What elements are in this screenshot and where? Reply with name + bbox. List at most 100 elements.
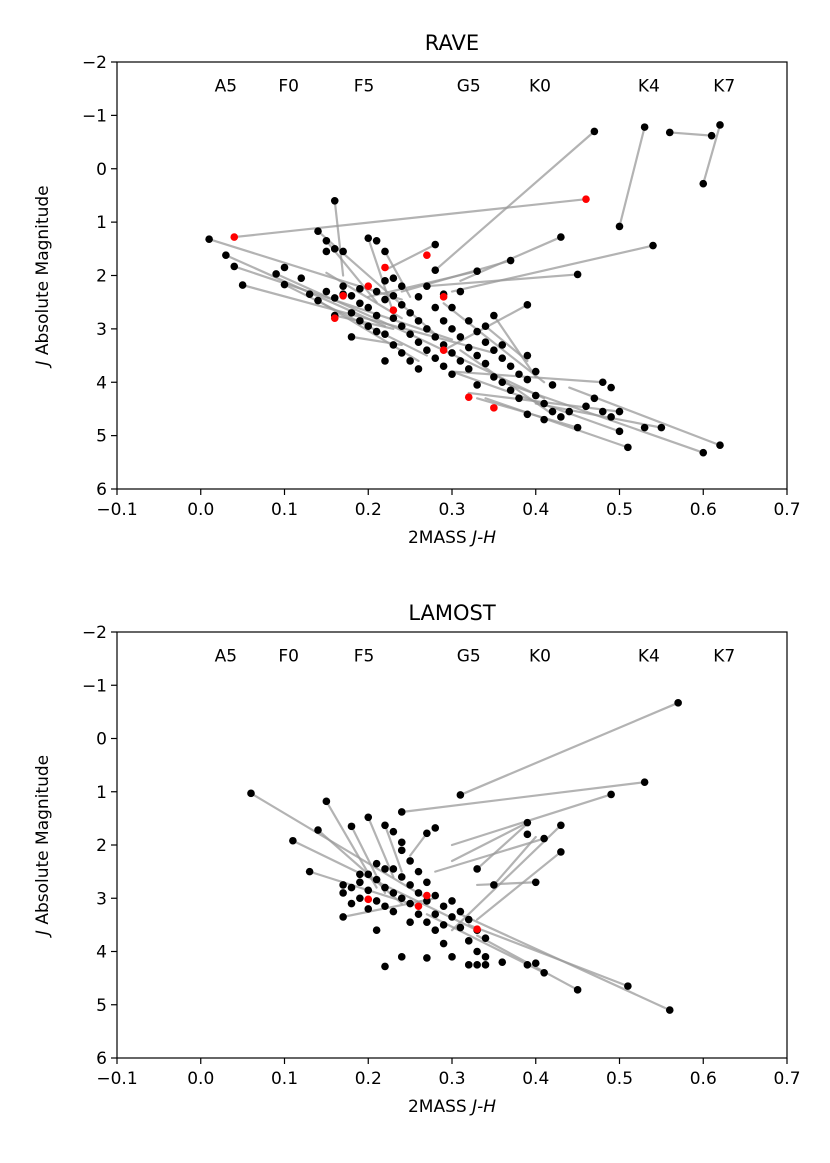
data-point <box>640 123 649 131</box>
y-axis-label-variable: J <box>33 930 53 938</box>
data-point <box>397 873 406 881</box>
x-tick-label: 0.2 <box>355 500 382 520</box>
data-point <box>557 413 565 421</box>
data-point <box>464 937 473 945</box>
data-point <box>464 317 473 325</box>
connector-line <box>342 897 437 918</box>
connector-line <box>409 333 546 400</box>
data-point <box>356 878 364 887</box>
data-point <box>314 227 322 235</box>
data-point <box>590 127 599 136</box>
data-point <box>347 899 356 908</box>
highlight-point <box>423 251 431 260</box>
x-tick-label: 0.0 <box>187 500 214 520</box>
highlight-point <box>381 263 389 272</box>
y-tick-label: 6 <box>96 480 107 500</box>
data-point <box>372 237 381 245</box>
data-point <box>381 883 389 892</box>
data-point <box>372 926 381 934</box>
x-tick-label: 0.6 <box>690 500 717 520</box>
data-point <box>649 241 657 250</box>
data-point <box>372 287 381 296</box>
data-point <box>305 290 314 298</box>
data-point <box>439 362 448 371</box>
connector-line <box>668 131 713 137</box>
chart-title: RAVE <box>425 31 479 55</box>
data-point <box>540 969 548 977</box>
data-point <box>565 407 574 416</box>
x-tick-label: 0.5 <box>606 500 633 520</box>
data-point <box>523 830 532 839</box>
data-point <box>481 953 490 961</box>
data-point <box>464 365 473 373</box>
data-point <box>397 322 406 331</box>
highlight-point <box>423 891 431 900</box>
data-point <box>397 808 406 816</box>
data-point <box>381 865 389 873</box>
y-tick-label: 1 <box>96 783 107 803</box>
x-tick-label: 0.3 <box>438 500 465 520</box>
data-point <box>364 886 373 895</box>
data-point <box>414 889 423 897</box>
data-point <box>716 121 724 129</box>
data-point <box>356 285 364 293</box>
connector-line <box>383 250 412 298</box>
y-tick-label: −1 <box>82 106 107 126</box>
connector-line <box>459 349 554 416</box>
data-point <box>531 959 540 968</box>
data-point <box>481 322 490 331</box>
data-point <box>448 325 456 333</box>
data-point <box>297 274 306 282</box>
y-tick-label: 3 <box>96 320 107 340</box>
data-point <box>339 282 347 290</box>
data-point <box>473 865 481 873</box>
data-point <box>314 296 322 305</box>
data-point <box>381 277 389 285</box>
data-point <box>699 448 708 457</box>
data-point <box>523 375 532 384</box>
y-tick-label: 2 <box>96 267 107 287</box>
data-point <box>590 394 599 403</box>
data-point <box>389 274 398 282</box>
data-point <box>406 881 414 889</box>
data-point <box>389 314 398 323</box>
data-point <box>473 267 481 276</box>
data-point <box>498 958 507 966</box>
data-point <box>448 913 456 921</box>
y-tick-label: 2 <box>96 836 107 856</box>
y-tick-label: 3 <box>96 889 107 909</box>
x-tick-label: 0.4 <box>522 500 549 520</box>
x-tick-label: 0.7 <box>773 500 800 520</box>
highlight-point <box>330 314 339 323</box>
data-point <box>515 394 523 403</box>
y-tick-label: −2 <box>82 53 107 73</box>
data-point <box>414 365 423 373</box>
x-tick-label: −0.1 <box>96 500 137 520</box>
spectral-type-label: A5 <box>215 76 237 96</box>
data-point <box>406 857 414 865</box>
y-axis-label: J Absolute Magnitude <box>33 185 53 368</box>
x-tick-label: 0.6 <box>690 1069 717 1089</box>
data-point <box>490 881 498 889</box>
data-point <box>272 270 280 278</box>
y-axis-label-suffix: Absolute Magnitude <box>33 185 53 360</box>
highlight-point <box>464 393 473 401</box>
data-point <box>322 287 331 296</box>
data-point <box>439 902 448 911</box>
connector-line <box>333 314 395 330</box>
data-point <box>456 791 465 799</box>
data-point <box>414 338 423 347</box>
data-point <box>498 378 507 387</box>
data-point <box>330 196 339 205</box>
data-point <box>481 338 490 347</box>
data-point <box>473 947 481 956</box>
x-tick-label: 0.1 <box>271 1069 298 1089</box>
data-point <box>548 381 557 389</box>
connector-line <box>316 828 403 905</box>
highlight-point <box>389 306 398 314</box>
data-point <box>481 961 490 969</box>
data-point <box>598 378 607 387</box>
data-point <box>657 423 666 432</box>
spectral-type-label: K0 <box>529 646 551 666</box>
